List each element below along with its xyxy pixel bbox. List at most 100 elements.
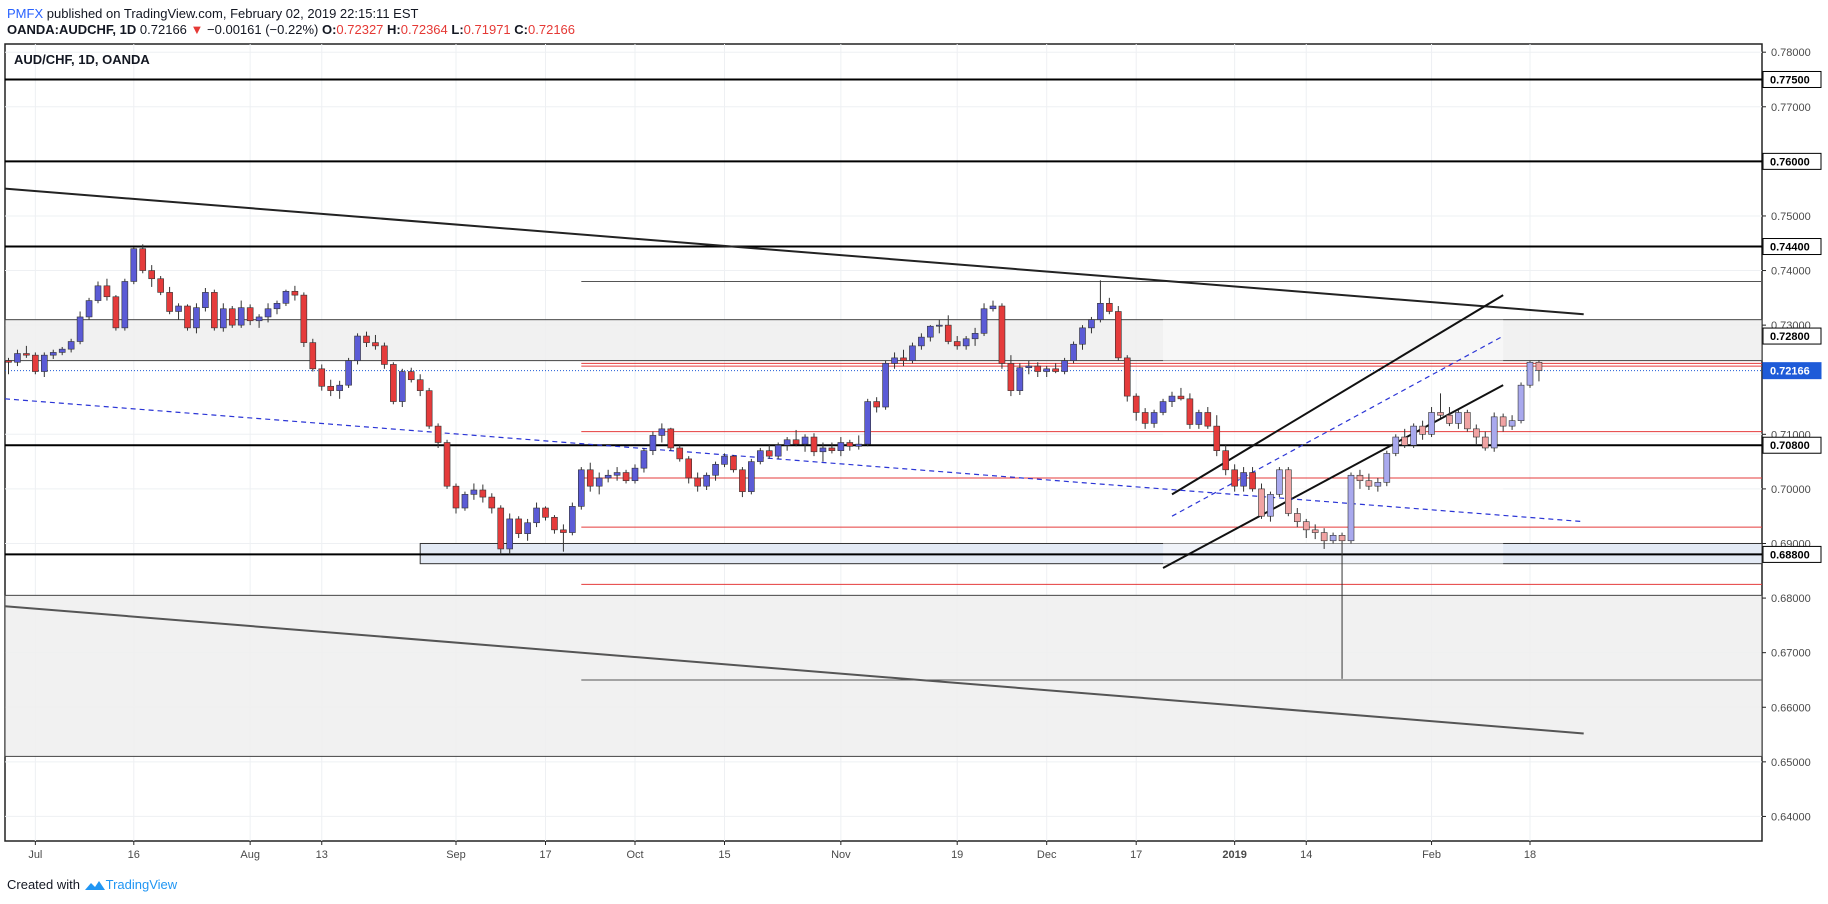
candle-body bbox=[891, 357, 898, 364]
candle-body bbox=[1464, 412, 1471, 430]
dashed-trend-line bbox=[4, 398, 1584, 523]
candle-body bbox=[712, 464, 719, 476]
candle-body bbox=[765, 450, 773, 457]
candle-body bbox=[953, 341, 961, 347]
candle-body bbox=[166, 292, 173, 312]
time-tick-label: 16 bbox=[128, 849, 140, 861]
footer: Created with TradingView bbox=[7, 876, 177, 894]
candle-body bbox=[962, 338, 970, 347]
candle-body bbox=[1481, 436, 1489, 449]
candle-body bbox=[40, 354, 48, 372]
time-tick-label: 14 bbox=[1300, 849, 1312, 861]
candle-body bbox=[533, 507, 540, 524]
candle-body bbox=[935, 324, 943, 327]
candle-body bbox=[1097, 302, 1104, 320]
candle-body bbox=[1419, 425, 1426, 435]
candle-body bbox=[76, 316, 84, 342]
candle-body bbox=[1034, 365, 1042, 372]
time-axis[interactable]: Jul 16 Aug 13 Sep 17 Oct 15 Nov 19 Dec 17 2019 14 Feb 1… bbox=[28, 841, 1536, 861]
candle-body bbox=[282, 290, 290, 304]
time-tick-label: Feb bbox=[1422, 849, 1441, 861]
price-tick-label: 0.74000 bbox=[1771, 266, 1811, 278]
candle-body bbox=[1186, 398, 1194, 425]
sr-zone bbox=[4, 594, 1763, 757]
time-tick-label: Sep bbox=[446, 849, 466, 861]
candle-body bbox=[1115, 311, 1122, 359]
candle-body bbox=[479, 489, 487, 498]
candle-body bbox=[1499, 416, 1507, 427]
candle-body bbox=[202, 292, 209, 308]
price-axis[interactable]: 0.780000.770000.750000.740000.730000.710… bbox=[1762, 47, 1822, 823]
candle-body bbox=[515, 518, 522, 534]
candle-body bbox=[23, 353, 30, 356]
candle-body bbox=[425, 390, 433, 427]
candle-body bbox=[1240, 472, 1247, 487]
time-tick-label: 17 bbox=[1130, 849, 1142, 861]
price-tick-label: 0.77000 bbox=[1771, 102, 1811, 114]
candle-body bbox=[497, 507, 505, 550]
price-label-text: 0.72166 bbox=[1770, 366, 1810, 378]
candle-body bbox=[1123, 357, 1131, 397]
candle-body bbox=[148, 270, 155, 280]
published-text: published on TradingView.com, February 0… bbox=[46, 6, 419, 21]
candle-body bbox=[49, 352, 57, 356]
last-price: 0.72166 bbox=[139, 22, 187, 37]
price-label-box bbox=[1762, 327, 1822, 345]
candle-body bbox=[1222, 450, 1229, 471]
candle-body bbox=[336, 384, 343, 391]
author-name[interactable]: PMFX bbox=[7, 6, 44, 21]
candle-body bbox=[1473, 428, 1480, 438]
time-tick-label: 17 bbox=[539, 849, 551, 861]
candle-body bbox=[676, 447, 684, 460]
candle-body bbox=[918, 336, 925, 347]
time-tick-label: Jul bbox=[28, 849, 42, 861]
candle-body bbox=[837, 442, 845, 451]
candle-body bbox=[1258, 488, 1265, 517]
sr-zone bbox=[4, 319, 1763, 362]
symbol-label: OANDA:AUDCHF, 1D bbox=[7, 22, 137, 37]
candle-body bbox=[900, 357, 907, 361]
candle-body bbox=[237, 307, 245, 326]
trend-line bbox=[4, 187, 1584, 316]
price-label-text: 0.74400 bbox=[1770, 242, 1810, 254]
price-label-box bbox=[1762, 70, 1822, 88]
candle-body bbox=[1490, 416, 1498, 449]
tradingview-brand[interactable]: TradingView bbox=[105, 877, 178, 892]
candle-body bbox=[1508, 420, 1516, 427]
candle-body bbox=[1356, 474, 1364, 482]
candle-body bbox=[909, 345, 916, 361]
price-label-box bbox=[1762, 545, 1822, 563]
candle-body bbox=[819, 447, 827, 453]
candle-body bbox=[381, 345, 388, 365]
candle-body bbox=[103, 285, 111, 298]
candle-body bbox=[264, 308, 272, 318]
candle-body bbox=[927, 325, 934, 338]
candle-body bbox=[1437, 412, 1444, 416]
candle-body bbox=[882, 363, 889, 408]
created-with-label: Created with bbox=[7, 877, 80, 892]
candle-body bbox=[1141, 412, 1149, 424]
candle-body bbox=[586, 469, 594, 487]
candle-body bbox=[971, 333, 979, 340]
candle-body bbox=[748, 461, 755, 492]
candle-body bbox=[998, 305, 1006, 364]
candle-body bbox=[452, 485, 460, 509]
price-tick-label: 0.67000 bbox=[1771, 648, 1811, 660]
trend-line bbox=[4, 605, 1584, 735]
candle-body bbox=[1061, 360, 1068, 372]
candle-body bbox=[873, 401, 880, 408]
candle-body bbox=[828, 447, 836, 451]
open-value: 0.72327 bbox=[336, 22, 384, 37]
candle-body bbox=[1249, 472, 1256, 490]
close-label: C: bbox=[514, 22, 529, 37]
candle-body bbox=[372, 342, 379, 347]
low-label: L: bbox=[451, 22, 464, 37]
price-label-text: 0.70800 bbox=[1770, 440, 1810, 452]
price-tick-label: 0.64000 bbox=[1771, 811, 1811, 823]
candle-body bbox=[595, 477, 603, 487]
candle-body bbox=[1428, 412, 1435, 435]
price-change: −0.00161 (−0.22%) bbox=[207, 22, 319, 37]
candle-body bbox=[1106, 302, 1113, 312]
time-tick-label: 18 bbox=[1524, 849, 1536, 861]
